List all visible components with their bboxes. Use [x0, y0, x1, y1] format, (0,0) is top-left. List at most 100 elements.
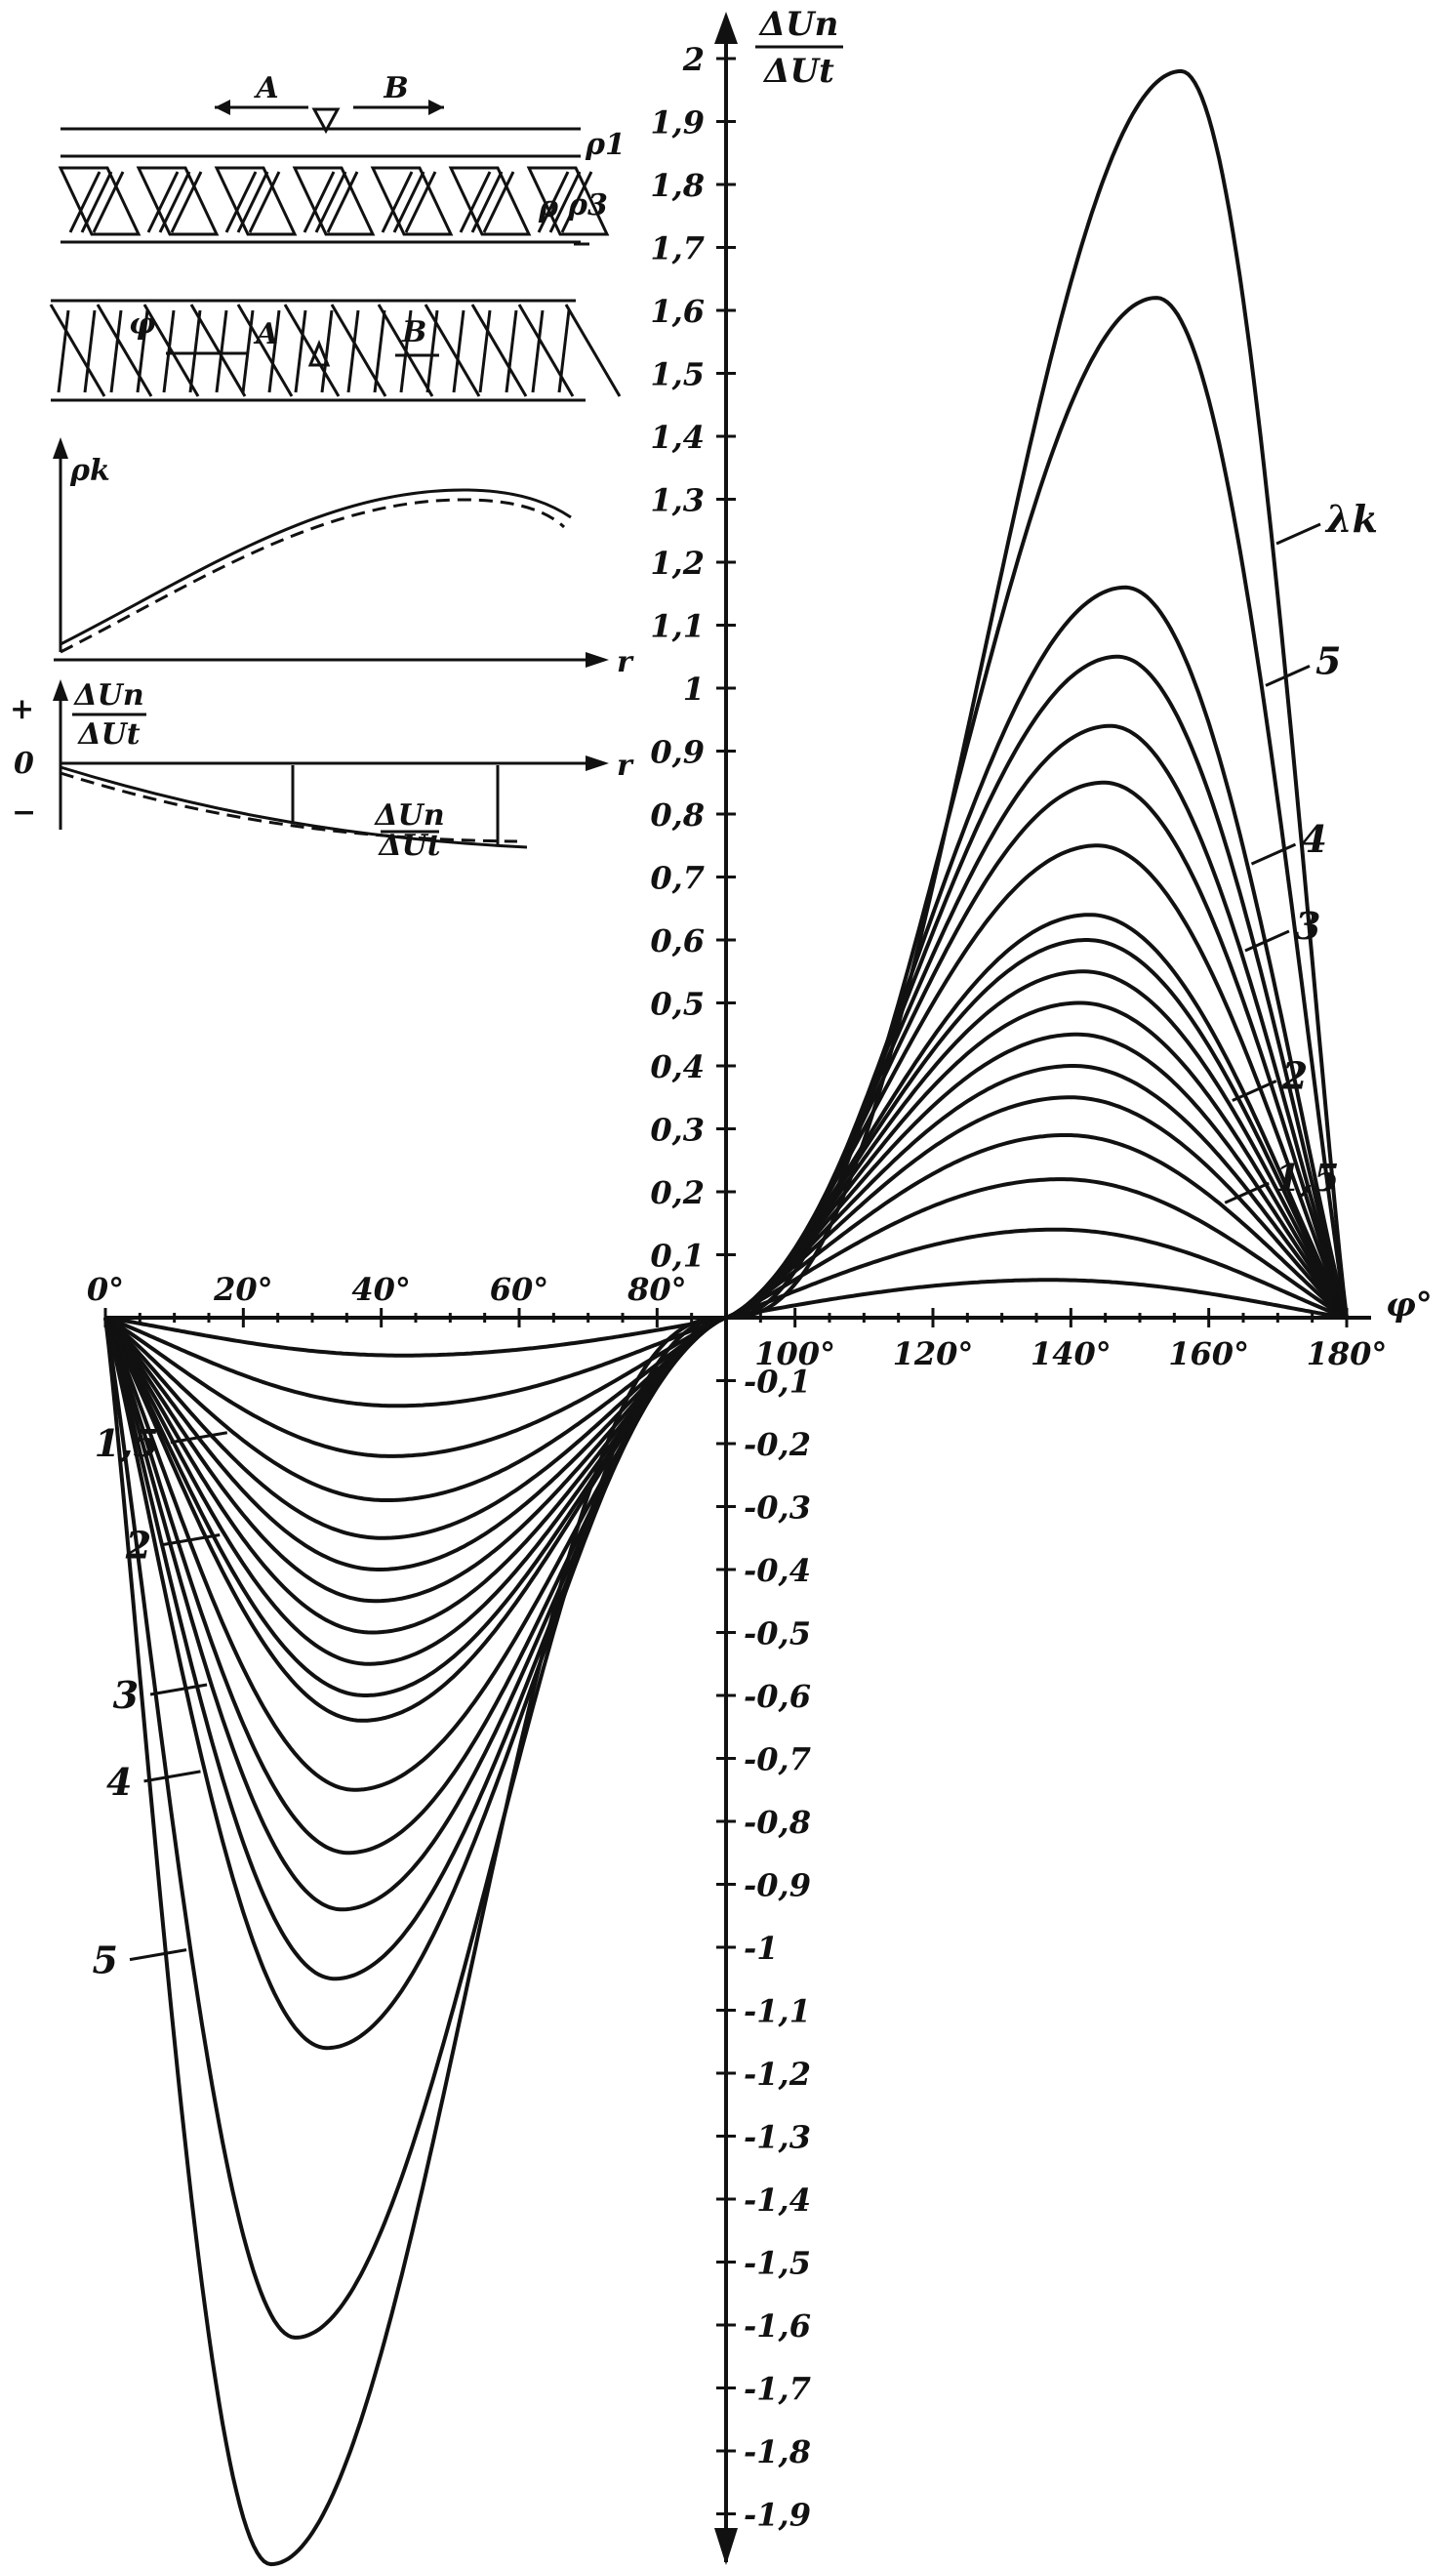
inset-station-triangle	[311, 107, 341, 135]
curve-left-10	[103, 1316, 727, 1723]
curve-label-right: λk	[1324, 497, 1378, 541]
inset-slab-hatch-fine	[188, 309, 202, 393]
y-axis-title-den: ΔUt	[762, 52, 834, 91]
y-tick-label-neg: -1,6	[744, 2307, 811, 2345]
inset-slab-hatch	[96, 304, 153, 397]
inset-hatch-line	[236, 171, 269, 233]
curve-left-15	[103, 1316, 727, 2051]
y-tick-label-neg: -0,3	[744, 1489, 811, 1527]
inset-hatch-block	[448, 166, 532, 236]
curve-label-leader-left	[170, 1431, 228, 1445]
inset-hatch-line	[482, 171, 515, 233]
inset-slab-hatch-fine	[83, 309, 97, 393]
inset-slab-hatch-fine	[162, 309, 176, 393]
inset-hatch-line	[158, 171, 191, 233]
inset-hatch-line	[170, 171, 203, 233]
curve-right-6	[725, 1032, 1349, 1320]
curve-right-0	[725, 1278, 1348, 1320]
inset-ratio-num-small: ΔUn	[373, 798, 444, 833]
inset-ratio-solid	[60, 765, 528, 849]
inset-slab-hatch	[517, 304, 575, 397]
y-tick-label-pos: 1,1	[650, 608, 705, 645]
curve-label-leader-right	[1244, 929, 1290, 953]
inset-label-rho1: ρ1	[585, 128, 626, 162]
y-tick-label-neg: -0,9	[744, 1867, 811, 1904]
y-tick-label-neg: -1,9	[744, 2497, 811, 2534]
x-tick-label: 160°	[1168, 1335, 1249, 1372]
inset-rhok-solid	[60, 488, 572, 646]
inset-slab-hatch-fine	[425, 309, 439, 393]
inset-ratio-num: ΔUn	[72, 678, 143, 713]
x-tick-label: 120°	[893, 1335, 974, 1372]
inset-minus-sign: −	[12, 795, 36, 830]
inset-ratio-dashed	[60, 771, 518, 843]
y-tick-label-pos: 1	[683, 671, 705, 708]
inset-hatch-line	[326, 171, 359, 233]
curve-label-leader-left	[162, 1532, 221, 1546]
inset-slab-hatch-fine	[373, 309, 386, 393]
curve-label-right: 2	[1281, 1054, 1308, 1098]
y-tick-label-pos: 1,5	[650, 356, 705, 393]
curve-label-leader-right	[1232, 1080, 1277, 1102]
y-tick-label-pos: 1,2	[650, 545, 705, 582]
curve-left-0	[104, 1316, 727, 1358]
y-tick-label-pos: 0,6	[650, 922, 705, 959]
inset-hatch-block	[370, 166, 454, 236]
curves-group	[103, 68, 1349, 2567]
inset-hatch-line	[303, 171, 336, 233]
curve-label-left: 5	[93, 1938, 118, 1982]
inset-slab-hatch-fine	[478, 309, 492, 393]
inset-slab-hatch-fine	[109, 309, 123, 393]
curve-label-leader-right	[1224, 1181, 1270, 1204]
y-tick-label-pos: 1,8	[650, 167, 705, 204]
inset-slab-triangle	[307, 340, 331, 367]
y-tick-label-neg: -1,4	[744, 2182, 811, 2219]
y-tick-label-pos: 0,2	[650, 1174, 705, 1211]
y-tick-label-neg: -0,5	[744, 1615, 811, 1652]
y-tick-label-neg: -1,5	[744, 2245, 811, 2282]
inset-hatch-line	[224, 171, 258, 233]
y-tick-label-neg: -1,1	[744, 1993, 811, 2030]
inset-hatch-line	[459, 171, 492, 233]
inset-slab-hatch-fine	[505, 309, 518, 393]
curve-right-3	[725, 1133, 1349, 1320]
curve-right-15	[725, 585, 1349, 1320]
inset-slab-hatch	[283, 304, 341, 397]
curve-right-7	[725, 1000, 1349, 1320]
y-tick-label-neg: -1,3	[744, 2119, 811, 2156]
y-tick-label-neg: -0,4	[744, 1552, 811, 1589]
inset-hatch-line	[560, 171, 593, 233]
x-tick-label: 60°	[490, 1271, 549, 1308]
curve-right-2	[725, 1177, 1348, 1320]
y-tick-label-pos: 2	[682, 41, 705, 78]
curve-right-16	[725, 296, 1349, 1320]
inset-label-b: B	[383, 71, 408, 105]
curve-left-17	[103, 1316, 726, 2567]
inset-hatch-line	[68, 171, 101, 233]
inset-slab-hatch-fine	[399, 309, 413, 393]
y-axis-title-num: ΔUn	[758, 5, 839, 44]
inset-hatch-line	[537, 171, 570, 233]
y-tick-label-neg: -0,2	[744, 1426, 811, 1463]
curve-label-left: 1,5	[95, 1421, 159, 1465]
y-tick-label-pos: 0,9	[650, 734, 705, 771]
inset-slab-hatch-fine	[320, 309, 334, 393]
curve-label-right: 3	[1295, 904, 1320, 948]
inset-hatch-line	[80, 171, 113, 233]
x-tick-label: 140°	[1031, 1335, 1112, 1372]
y-tick-label-pos: 1,4	[650, 419, 705, 456]
curve-label-right: 1,5	[1274, 1156, 1339, 1200]
y-tick-label-neg: -1,2	[744, 2056, 811, 2093]
curve-left-7	[103, 1316, 727, 1635]
x-tick-label: 20°	[213, 1271, 273, 1308]
y-tick-label-pos: 1,7	[650, 230, 705, 267]
curve-label-right: 4	[1301, 817, 1326, 861]
curve-right-10	[725, 913, 1349, 1320]
inset-slab-hatch-fine	[294, 309, 307, 393]
inset-hatch-line	[92, 171, 125, 233]
inset-label-rho3: ρ3	[567, 188, 608, 223]
inset-zero-label: 0	[14, 747, 34, 781]
